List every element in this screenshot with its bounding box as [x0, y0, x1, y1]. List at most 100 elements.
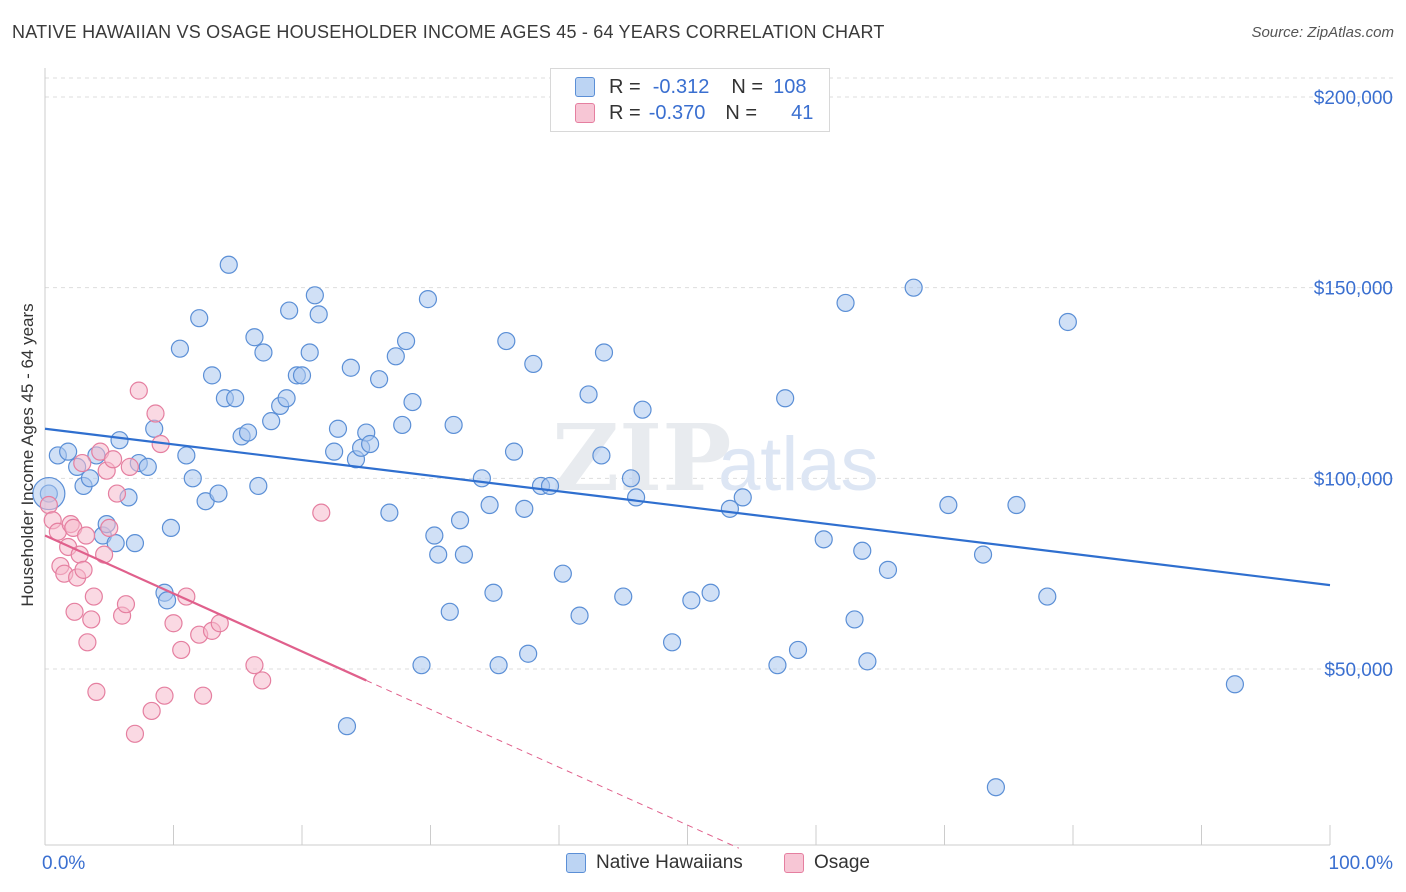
- legend-item-osage[interactable]: Osage: [784, 852, 870, 874]
- n-value: 108: [773, 75, 807, 98]
- data-point: [444, 415, 463, 435]
- data-point: [814, 530, 833, 549]
- data-point: [84, 587, 103, 606]
- data-point: [226, 389, 245, 408]
- legend-row-native-hawaiians: R = -0.312 N = 108: [551, 75, 806, 99]
- data-point: [553, 564, 572, 583]
- data-point: [65, 602, 84, 621]
- data-point: [768, 656, 787, 675]
- data-point: [309, 305, 328, 324]
- data-point: [1007, 495, 1026, 515]
- legend-label: Native Hawaiians: [596, 852, 743, 873]
- data-point: [579, 385, 598, 404]
- data-point: [245, 328, 264, 347]
- data-point: [836, 293, 855, 313]
- data-point: [853, 541, 872, 560]
- data-point: [614, 587, 633, 606]
- data-point: [403, 392, 422, 412]
- data-point: [209, 484, 228, 503]
- data-point: [73, 453, 92, 473]
- legend-item-native-hawaiians[interactable]: Native Hawaiians: [566, 852, 743, 874]
- data-point: [425, 526, 444, 545]
- data-point: [177, 446, 196, 465]
- data-point: [104, 450, 123, 469]
- data-point: [87, 682, 106, 701]
- data-point: [633, 400, 652, 419]
- native-hawaiians-trend-line: [44, 427, 1331, 587]
- blue-swatch: [575, 77, 595, 97]
- data-point: [80, 469, 100, 488]
- data-point: [202, 366, 222, 385]
- data-point: [515, 499, 534, 518]
- r-value: -0.312: [652, 75, 710, 98]
- data-point: [450, 511, 470, 530]
- data-point: [519, 644, 538, 663]
- axes: [44, 68, 1331, 846]
- native-hawaiians-points: [32, 255, 1245, 797]
- data-point: [161, 518, 181, 538]
- data-point: [254, 343, 273, 362]
- x-tick-labels: 0.0% 100.0%: [42, 853, 1393, 874]
- data-point: [110, 431, 129, 450]
- data-point: [973, 545, 993, 564]
- n-label: N =: [731, 75, 764, 98]
- y-tick-label: $100,000: [1314, 469, 1393, 490]
- y-tick-labels: $50,000 $100,000 $150,000 $200,000: [1314, 88, 1393, 681]
- data-point: [361, 434, 380, 454]
- data-point: [788, 640, 808, 660]
- data-point: [594, 343, 614, 362]
- y-tick-label: $200,000: [1314, 88, 1393, 109]
- data-point: [116, 595, 136, 614]
- pink-swatch: [575, 103, 595, 123]
- data-point: [904, 278, 923, 297]
- data-point: [277, 389, 296, 408]
- data-point: [253, 671, 272, 690]
- data-point: [662, 633, 682, 652]
- data-point: [170, 339, 190, 358]
- data-point: [183, 469, 202, 488]
- data-point: [440, 602, 459, 621]
- data-point: [305, 286, 324, 305]
- data-point: [380, 503, 399, 522]
- data-point: [396, 331, 416, 351]
- x-tick-label-min: 0.0%: [42, 853, 85, 874]
- data-point: [59, 442, 78, 461]
- data-point: [77, 526, 96, 545]
- data-point: [733, 488, 752, 507]
- data-point: [484, 583, 503, 602]
- data-point: [164, 614, 183, 633]
- data-point: [120, 457, 139, 476]
- r-label: R =: [609, 101, 641, 124]
- data-point: [1225, 675, 1245, 694]
- data-point: [592, 446, 611, 465]
- data-point: [878, 560, 898, 579]
- data-point: [701, 583, 720, 602]
- gridlines: [45, 77, 1395, 670]
- data-point: [480, 495, 499, 515]
- data-point: [106, 534, 125, 553]
- data-point: [39, 495, 58, 515]
- data-point: [325, 442, 344, 461]
- data-point: [107, 484, 127, 503]
- data-point: [100, 518, 119, 538]
- data-point: [412, 656, 431, 675]
- data-point: [74, 560, 93, 579]
- data-point: [489, 656, 508, 675]
- data-point: [138, 457, 157, 476]
- data-point: [418, 290, 438, 309]
- data-point: [262, 412, 281, 431]
- legend-label: Osage: [814, 852, 870, 873]
- data-point: [986, 778, 1006, 797]
- data-point: [341, 358, 360, 377]
- source-label: Source: ZipAtlas.com: [1251, 24, 1394, 41]
- data-point: [776, 389, 795, 408]
- data-point: [939, 495, 958, 515]
- x-tick-label-max: 100.0%: [1329, 853, 1394, 874]
- data-point: [1038, 587, 1057, 606]
- data-point: [682, 591, 701, 610]
- n-value: 41: [791, 101, 814, 124]
- stats-legend: R = -0.312 N = 108 R = -0.370 N = 41: [550, 68, 830, 132]
- data-point: [142, 701, 161, 721]
- chart-title: NATIVE HAWAIIAN VS OSAGE HOUSEHOLDER INC…: [12, 22, 885, 42]
